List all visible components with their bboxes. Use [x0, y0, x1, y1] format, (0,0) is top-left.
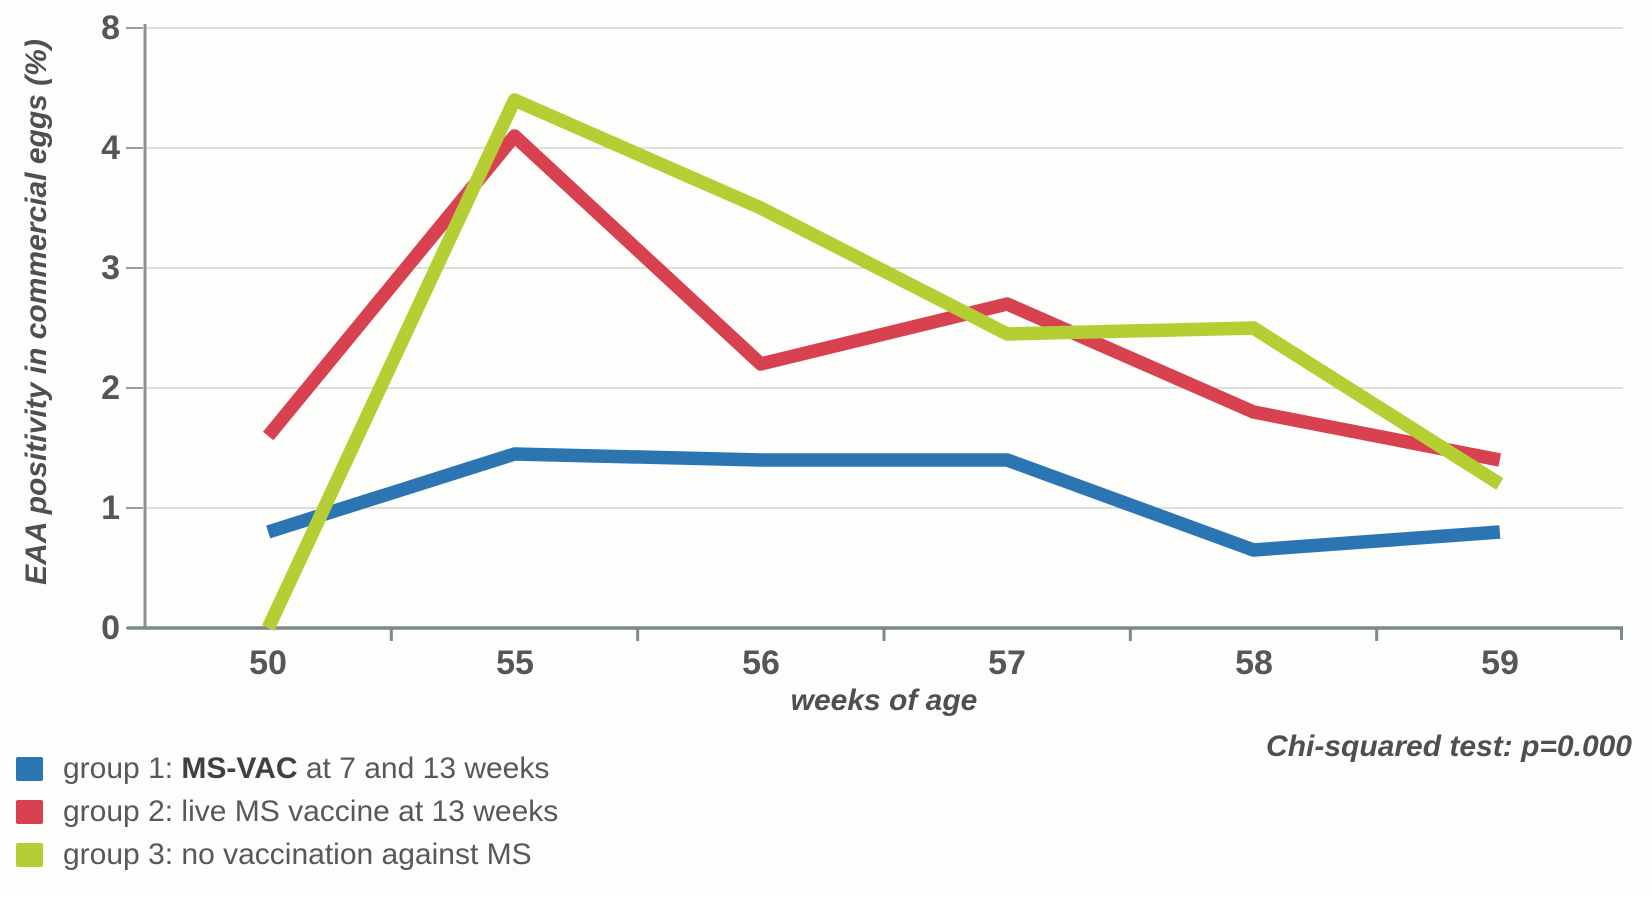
x-tick-label: 56 [742, 644, 780, 682]
series-line-3 [262, 93, 1504, 631]
x-tick-label: 57 [988, 644, 1026, 682]
legend-label-text: group 2: live MS vaccine at 13 weeks [63, 794, 559, 828]
y-tick-label: 4 [101, 129, 120, 167]
x-tick-label: 55 [496, 644, 534, 682]
legend-label-bold: MS-VAC [181, 751, 298, 785]
legend-label-text: group 1: [63, 751, 182, 785]
legend-label-text: group 3: no vaccination against MS [63, 837, 532, 871]
legend-label: group 2: live MS vaccine at 13 weeks [63, 795, 558, 829]
x-axis-title: weeks of age [790, 684, 978, 717]
legend-swatch-blue [16, 756, 43, 781]
legend-item-group1: group 1: MS-VAC at 7 and 13 weeks [16, 752, 558, 785]
legend-item-group2: group 2: live MS vaccine at 13 weeks [16, 795, 558, 828]
x-tick-label: 58 [1235, 644, 1273, 682]
y-axis-title: EAA positivity in commercial eggs (%) [20, 39, 53, 585]
y-tick-label: 2 [101, 369, 120, 407]
series-line-1 [266, 447, 1501, 557]
legend-item-group3: group 3: no vaccination against MS [16, 838, 558, 871]
legend-label-text: at 7 and 13 weeks [297, 751, 550, 785]
x-tick-label: 50 [249, 644, 287, 682]
legend-label: group 3: no vaccination against MS [63, 838, 532, 872]
y-tick-label: 8 [101, 9, 120, 47]
legend-label: group 1: MS-VAC at 7 and 13 weeks [63, 752, 549, 786]
y-tick-label: 3 [101, 249, 120, 287]
x-tick-label: 59 [1481, 644, 1519, 682]
legend-swatch-red [16, 799, 43, 824]
chi-squared-annotation: Chi-squared test: p=0.000 [1266, 730, 1632, 763]
series-line-2 [262, 129, 1502, 467]
y-tick-label: 1 [101, 489, 120, 527]
y-tick-label: 0 [101, 609, 120, 647]
legend-swatch-green [16, 842, 43, 867]
legend: group 1: MS-VAC at 7 and 13 weeks group … [16, 752, 558, 881]
